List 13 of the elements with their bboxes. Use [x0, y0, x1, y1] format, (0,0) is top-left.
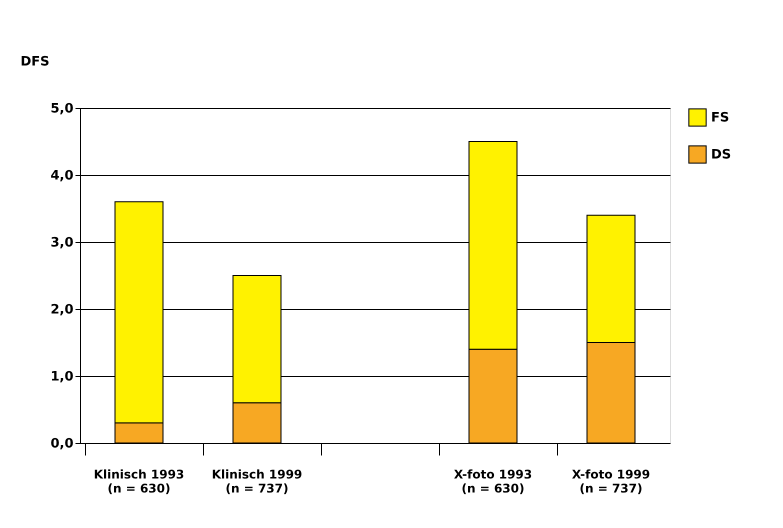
y-axis-title: DFS [20, 54, 50, 70]
y-tick-label: 5,0 [50, 102, 74, 116]
x-tick-label: X-foto 1999 (n = 737) [572, 468, 650, 496]
x-tick-label: X-foto 1993 (n = 630) [454, 468, 532, 496]
y-tick-label: 3,0 [50, 236, 74, 250]
y-tick-label: 4,0 [50, 168, 74, 184]
y-tick-label: 0,0 [50, 436, 74, 452]
y-tick-label: 2,0 [50, 302, 74, 318]
legend-label: FS [711, 110, 730, 126]
legend-label: DS [711, 148, 732, 162]
x-tick-label: Klinisch 1993 (n = 630) [94, 468, 184, 496]
y-tick-label: 1,0 [50, 370, 74, 384]
x-tick-label: Klinisch 1999 (n = 737) [212, 468, 302, 496]
